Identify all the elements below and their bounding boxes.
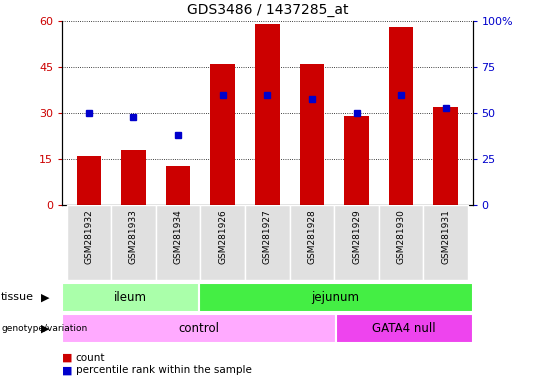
FancyBboxPatch shape xyxy=(423,205,468,280)
Text: jejunum: jejunum xyxy=(312,291,360,304)
Text: control: control xyxy=(178,323,219,335)
FancyBboxPatch shape xyxy=(336,314,472,343)
Text: ▶: ▶ xyxy=(40,324,49,334)
FancyBboxPatch shape xyxy=(200,205,245,280)
Text: GSM281930: GSM281930 xyxy=(396,209,406,264)
Text: GSM281929: GSM281929 xyxy=(352,209,361,264)
FancyBboxPatch shape xyxy=(62,314,336,343)
FancyBboxPatch shape xyxy=(156,205,200,280)
FancyBboxPatch shape xyxy=(289,205,334,280)
Text: ■: ■ xyxy=(62,353,72,363)
FancyBboxPatch shape xyxy=(111,205,156,280)
Bar xyxy=(121,150,146,205)
Bar xyxy=(166,166,191,205)
Bar xyxy=(211,64,235,205)
FancyBboxPatch shape xyxy=(379,205,423,280)
Text: GSM281931: GSM281931 xyxy=(441,209,450,264)
Text: percentile rank within the sample: percentile rank within the sample xyxy=(76,365,252,375)
Text: ▶: ▶ xyxy=(40,292,49,303)
FancyBboxPatch shape xyxy=(66,205,111,280)
Text: tissue: tissue xyxy=(1,292,34,303)
Text: GSM281934: GSM281934 xyxy=(173,209,183,264)
Text: GSM281932: GSM281932 xyxy=(84,209,93,264)
Text: ileum: ileum xyxy=(114,291,147,304)
FancyBboxPatch shape xyxy=(62,283,199,312)
Bar xyxy=(345,116,369,205)
FancyBboxPatch shape xyxy=(334,205,379,280)
Text: GSM281927: GSM281927 xyxy=(263,209,272,264)
Text: GSM281926: GSM281926 xyxy=(218,209,227,264)
Text: GSM281933: GSM281933 xyxy=(129,209,138,264)
Text: GATA4 null: GATA4 null xyxy=(372,323,436,335)
Text: genotype/variation: genotype/variation xyxy=(1,324,87,333)
Bar xyxy=(77,156,101,205)
Bar xyxy=(300,64,324,205)
FancyBboxPatch shape xyxy=(245,205,289,280)
Bar xyxy=(255,24,280,205)
Text: GSM281928: GSM281928 xyxy=(307,209,316,264)
Bar xyxy=(434,107,458,205)
Bar xyxy=(389,27,414,205)
Title: GDS3486 / 1437285_at: GDS3486 / 1437285_at xyxy=(186,3,348,17)
FancyBboxPatch shape xyxy=(199,283,472,312)
Text: ■: ■ xyxy=(62,365,72,375)
Text: count: count xyxy=(76,353,105,363)
